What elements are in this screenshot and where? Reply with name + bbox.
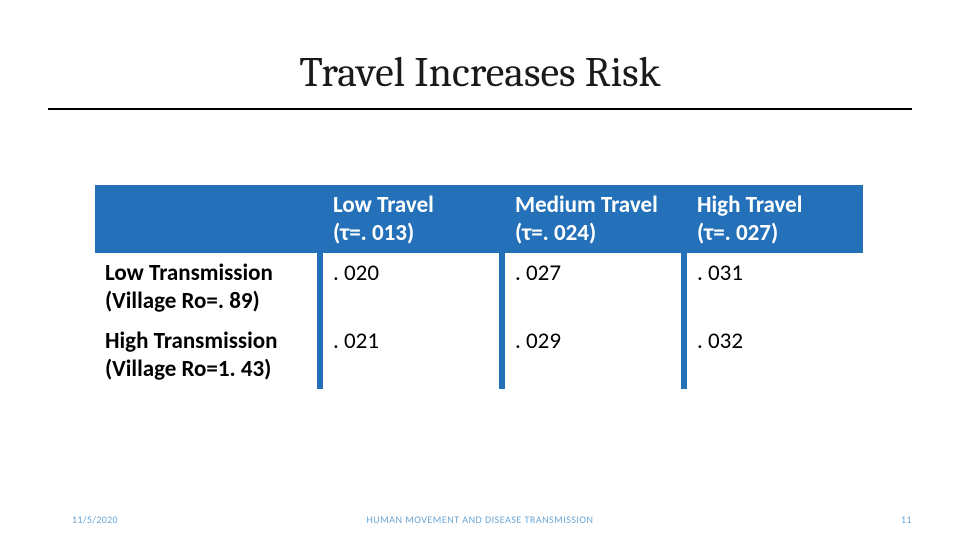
slide: Travel Increases Risk Low Travel (τ=. 01…	[0, 0, 960, 540]
col-header-low-travel: Low Travel (τ=. 013)	[323, 185, 499, 253]
col-header-line1: High Travel	[697, 191, 853, 219]
row-label-line1: High Transmission	[105, 327, 307, 355]
table-header-row: Low Travel (τ=. 013) Medium Travel (τ=. …	[95, 185, 863, 253]
cell: . 029	[505, 321, 681, 389]
col-header-high-travel: High Travel (τ=. 027)	[687, 185, 863, 253]
risk-table: Low Travel (τ=. 013) Medium Travel (τ=. …	[95, 185, 863, 389]
col-header-line2: (τ=. 027)	[697, 219, 853, 247]
col-header-medium-travel: Medium Travel (τ=. 024)	[505, 185, 681, 253]
cell: . 031	[687, 253, 863, 321]
cell: . 021	[323, 321, 499, 389]
cell: . 027	[505, 253, 681, 321]
footer-center: HUMAN MOVEMENT AND DISEASE TRANSMISSION	[0, 513, 960, 526]
page-title: Travel Increases Risk	[0, 48, 960, 97]
col-header-line1: Low Travel	[333, 191, 489, 219]
title-rule	[48, 108, 912, 110]
row-label-high-transmission: High Transmission (Village Ro=1. 43)	[95, 321, 317, 389]
risk-table-wrap: Low Travel (τ=. 013) Medium Travel (τ=. …	[95, 185, 863, 389]
footer: 11/5/2020 HUMAN MOVEMENT AND DISEASE TRA…	[0, 506, 960, 526]
table-row: Low Transmission (Village Ro=. 89) . 020…	[95, 253, 863, 321]
cell: . 020	[323, 253, 499, 321]
cell: . 032	[687, 321, 863, 389]
col-header-line2: (τ=. 013)	[333, 219, 489, 247]
row-label-low-transmission: Low Transmission (Village Ro=. 89)	[95, 253, 317, 321]
row-label-line2: (Village Ro=. 89)	[105, 287, 307, 315]
col-header-line2: (τ=. 024)	[515, 219, 671, 247]
col-header-line1: Medium Travel	[515, 191, 671, 219]
row-label-line2: (Village Ro=1. 43)	[105, 355, 307, 383]
footer-page-number: 11	[901, 513, 912, 526]
table-row: High Transmission (Village Ro=1. 43) . 0…	[95, 321, 863, 389]
header-corner	[95, 185, 317, 253]
row-label-line1: Low Transmission	[105, 259, 307, 287]
